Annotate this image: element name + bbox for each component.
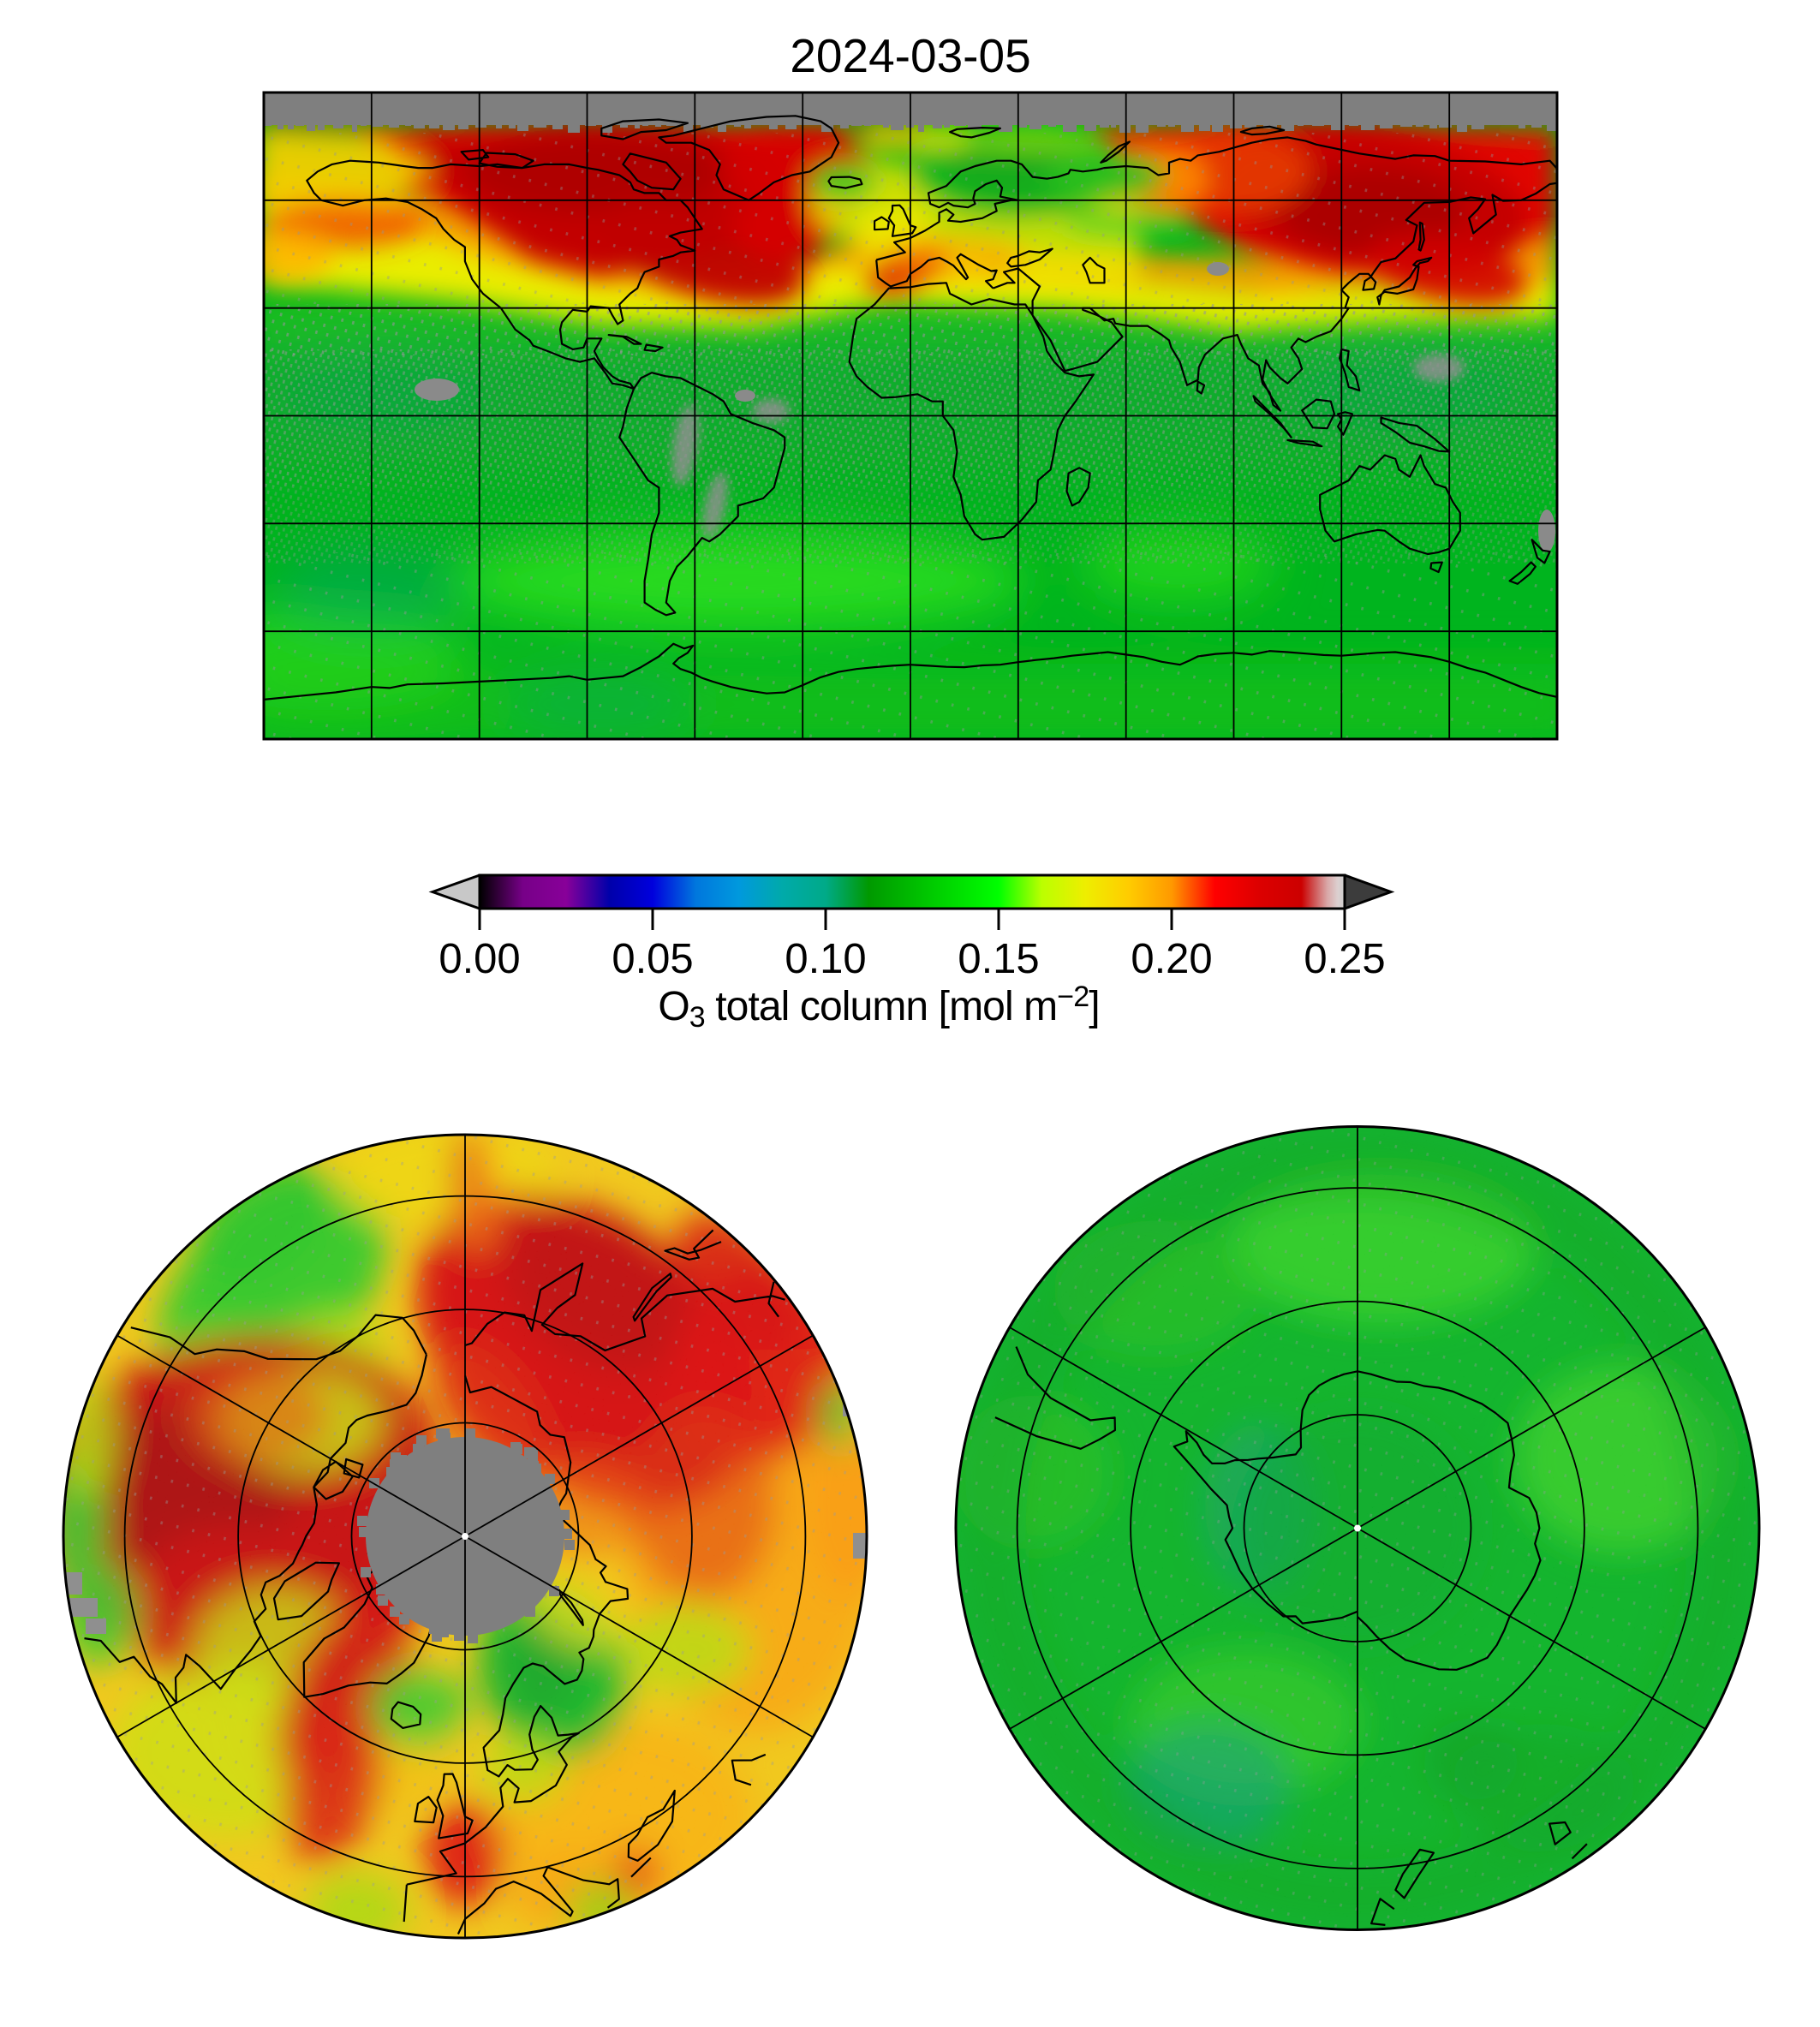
svg-text:0.10: 0.10 [785,936,866,982]
svg-text:2024-03-05: 2024-03-05 [790,29,1030,82]
svg-text:0.05: 0.05 [612,936,693,982]
svg-text:0.15: 0.15 [958,936,1039,982]
svg-text:0.00: 0.00 [439,936,520,982]
svg-text:0.25: 0.25 [1304,936,1385,982]
svg-text:0.20: 0.20 [1131,936,1212,982]
svg-text:O3 total column [mol m−2]: O3 total column [mol m−2] [658,981,1099,1034]
